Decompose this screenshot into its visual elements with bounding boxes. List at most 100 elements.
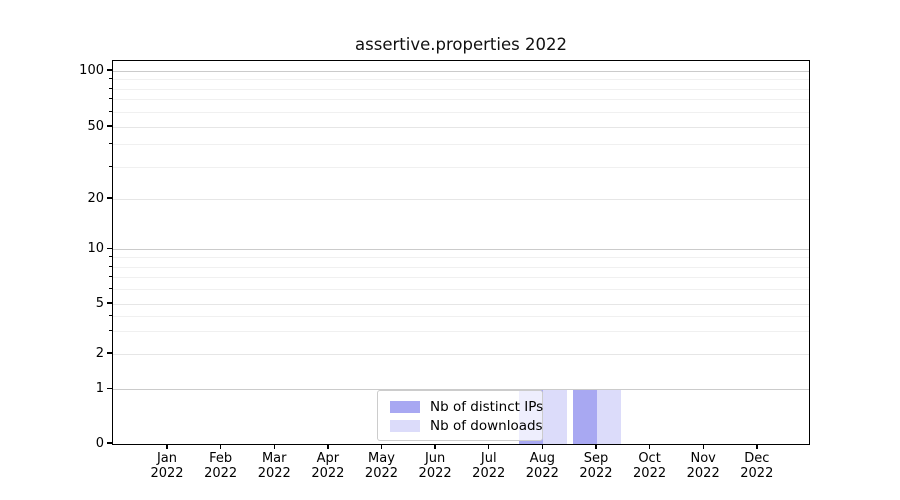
- y-minor-tick-mark: [109, 288, 112, 290]
- x-tick-label: Dec 2022: [725, 451, 789, 481]
- x-tick-year: 2022: [686, 466, 720, 481]
- y-minor-tick-mark: [109, 78, 112, 79]
- y-tick-label: 100: [79, 62, 104, 78]
- y-minor-tick-mark: [109, 87, 112, 89]
- legend-swatch: [390, 419, 420, 432]
- y-tick-mark: [107, 197, 112, 199]
- y-tick-mark: [107, 247, 112, 250]
- x-tick-year: 2022: [579, 466, 613, 481]
- x-tick-mark: [756, 444, 758, 449]
- legend-label: Nb of downloads: [430, 417, 543, 434]
- y-tick-mark: [107, 387, 112, 390]
- gridline-minor: [113, 277, 809, 279]
- x-tick-year: 2022: [472, 466, 506, 481]
- x-tick-label: May 2022: [349, 451, 413, 481]
- x-tick-mark: [219, 444, 222, 449]
- x-tick-month: May: [368, 451, 395, 466]
- x-tick-label: Apr 2022: [296, 451, 360, 481]
- x-tick-label: Jun 2022: [403, 451, 467, 481]
- y-minor-tick-mark: [109, 98, 112, 100]
- y-tick-label: 2: [95, 345, 104, 361]
- gridline-minor: [113, 303, 809, 305]
- x-tick-month: Mar: [261, 451, 287, 466]
- x-tick-label: Nov 2022: [671, 451, 735, 481]
- y-tick-mark: [107, 69, 112, 71]
- x-tick-month: Dec: [744, 451, 770, 466]
- x-tick-month: Aug: [529, 451, 556, 466]
- y-minor-tick-mark: [109, 110, 112, 112]
- x-tick-year: 2022: [257, 466, 291, 481]
- bar-distinct-ips: [572, 389, 597, 444]
- x-tick-month: Oct: [638, 451, 661, 466]
- x-tick-mark: [327, 444, 329, 449]
- chart-title: assertive.properties 2022: [355, 35, 567, 54]
- gridline-major: [113, 249, 809, 250]
- gridline-minor: [113, 353, 809, 355]
- x-tick-month: Apr: [316, 451, 340, 466]
- y-tick-label: 10: [87, 241, 104, 256]
- y-minor-tick-mark: [109, 143, 112, 145]
- x-tick-label: Feb 2022: [189, 451, 253, 481]
- y-tick-mark: [107, 352, 112, 354]
- x-tick-month: Jun: [424, 451, 446, 466]
- x-tick-mark: [273, 444, 275, 449]
- y-minor-tick-mark: [109, 314, 112, 316]
- x-tick-mark: [648, 444, 651, 449]
- x-tick-month: Jan: [156, 451, 178, 466]
- y-tick-label: 1: [95, 381, 104, 396]
- x-tick-label: Mar 2022: [242, 451, 306, 481]
- y-minor-tick-mark: [109, 265, 112, 267]
- gridline-minor: [113, 198, 809, 200]
- y-minor-tick-mark: [109, 276, 112, 278]
- x-tick-label: Aug 2022: [510, 451, 574, 481]
- gridline-minor: [113, 266, 809, 268]
- y-tick-mark: [107, 125, 112, 127]
- x-tick-mark: [166, 444, 168, 449]
- x-tick-mark: [702, 444, 704, 449]
- x-tick-year: 2022: [740, 466, 774, 481]
- gridline-major: [113, 389, 809, 390]
- legend-row: Nb of downloads: [390, 416, 543, 435]
- y-minor-tick-mark: [109, 165, 112, 167]
- bar-downloads: [596, 389, 621, 444]
- x-tick-mark: [541, 444, 544, 449]
- y-tick-label: 50: [87, 118, 104, 134]
- gridline-minor: [113, 111, 809, 113]
- legend: Nb of distinct IPs Nb of downloads: [377, 390, 543, 441]
- legend-swatch: [390, 400, 420, 413]
- gridline-minor: [113, 88, 809, 90]
- gridline-minor: [113, 166, 809, 168]
- x-tick-mark: [488, 444, 490, 449]
- y-tick-label: 5: [95, 295, 104, 311]
- gridline-minor: [113, 257, 809, 259]
- x-tick-year: 2022: [204, 466, 238, 481]
- gridline-major: [113, 70, 809, 72]
- gridline-minor: [113, 79, 809, 80]
- y-minor-tick-mark: [109, 256, 112, 258]
- x-tick-month: Nov: [690, 451, 716, 466]
- x-tick-year: 2022: [525, 466, 559, 481]
- x-tick-month: Sep: [583, 451, 609, 466]
- y-tick-mark: [107, 442, 112, 444]
- x-tick-month: Feb: [209, 451, 233, 466]
- x-tick-month: Jul: [480, 451, 497, 466]
- x-tick-year: 2022: [418, 466, 452, 481]
- gridline-minor: [113, 289, 809, 291]
- bar-downloads: [543, 389, 568, 444]
- x-tick-mark: [595, 444, 597, 449]
- x-tick-year: 2022: [311, 466, 345, 481]
- x-tick-label: Sep 2022: [564, 451, 628, 481]
- gridline-minor: [113, 315, 809, 317]
- y-tick-label: 20: [87, 190, 104, 206]
- gridline-minor: [113, 144, 809, 146]
- y-tick-mark: [107, 302, 112, 304]
- gridline-minor: [113, 99, 809, 101]
- y-minor-tick-mark: [109, 330, 112, 332]
- gridline-minor: [113, 331, 809, 333]
- x-tick-mark: [434, 444, 436, 449]
- x-tick-year: 2022: [633, 466, 667, 481]
- legend-row: Nb of distinct IPs: [390, 397, 543, 416]
- plot-area: [112, 60, 810, 445]
- x-tick-mark: [380, 444, 383, 449]
